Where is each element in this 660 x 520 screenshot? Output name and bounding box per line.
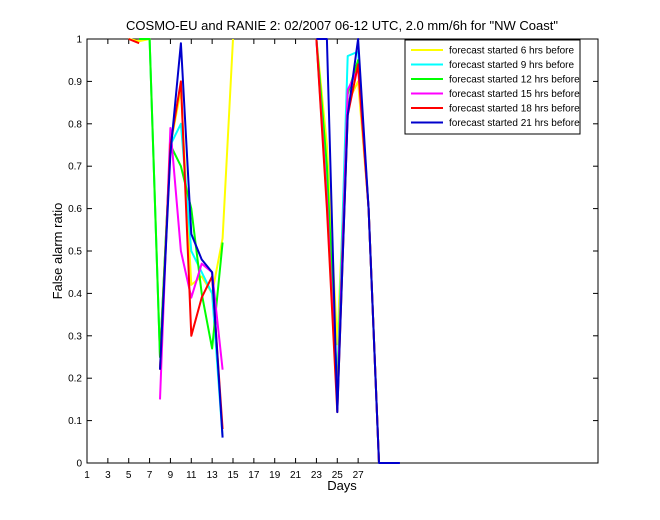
x-axis-label: Days	[327, 478, 357, 493]
series-line-6	[159, 38, 400, 464]
axis-ticks: 1 3 5 7 9 11 13 15 17 19 21 23 25 2700.10.20.30.40.50…	[68, 35, 598, 481]
x-tick-label: 5	[126, 470, 132, 481]
y-tick-label: 0.3	[68, 331, 82, 342]
y-tick-label: 0.2	[68, 374, 82, 385]
y-tick-label: 0.5	[68, 247, 82, 258]
x-tick-label: 1	[84, 470, 90, 481]
x-tick-label: 23	[311, 470, 323, 481]
x-tick-label: 11	[186, 470, 197, 481]
x-tick-label: 13	[207, 470, 219, 481]
legend-entry: forecast started 6 hrs before	[449, 46, 575, 57]
data-lines	[128, 38, 400, 464]
legend-entry: forecast started 9 hrs before	[449, 60, 575, 71]
y-tick-label: 0.9	[68, 77, 82, 88]
x-tick-label: 25	[332, 470, 344, 481]
x-tick-label: 3	[105, 470, 111, 481]
y-tick-label: 0	[76, 459, 82, 470]
y-tick-label: 0.1	[68, 416, 82, 427]
y-tick-label: 1	[76, 35, 82, 46]
legend: forecast started 6 hrs before forecast st…	[404, 39, 581, 135]
y-tick-label: 0.6	[68, 204, 82, 215]
x-tick-label: 17	[248, 470, 260, 481]
y-tick-label: 0.7	[68, 162, 82, 173]
legend-entry: forecast started 12 hrs before	[449, 75, 580, 86]
legend-entry: forecast started 15 hrs before	[449, 89, 580, 100]
x-tick-label: 19	[269, 470, 281, 481]
legend-entry: forecast started 21 hrs before	[449, 118, 580, 129]
legend-box	[404, 39, 581, 135]
legend-entry: forecast started 18 hrs before	[449, 104, 580, 115]
x-tick-label: 21	[290, 470, 302, 481]
y-tick-label: 0.8	[68, 119, 82, 130]
y-axis-label: False alarm ratio	[50, 203, 65, 300]
x-tick-label: 15	[227, 470, 239, 481]
x-tick-label: 9	[168, 470, 174, 481]
y-tick-label: 0.4	[68, 289, 82, 300]
chart-title: COSMO-EU and RANIE 2: 02/2007 06-12 UTC,…	[126, 18, 558, 33]
x-tick-label: 27	[353, 470, 365, 481]
x-tick-label: 7	[147, 470, 153, 481]
